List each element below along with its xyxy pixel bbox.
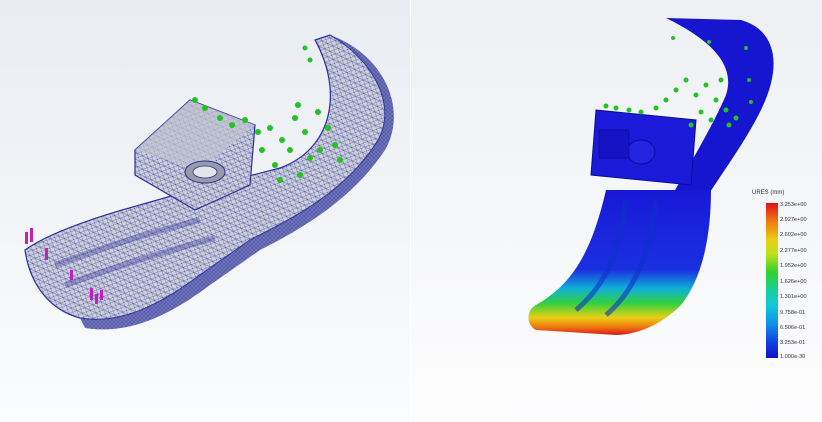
results-viewport[interactable] bbox=[411, 0, 822, 422]
legend-tick: 1.000e-30 bbox=[780, 354, 806, 360]
mounting-hole bbox=[626, 139, 656, 165]
legend-tick: 3.253e-01 bbox=[780, 340, 806, 346]
panel-divider bbox=[410, 0, 411, 422]
legend-tick: 2.602e+00 bbox=[780, 232, 807, 238]
legend-tick: 2.277e+00 bbox=[780, 248, 807, 254]
legend-tick: 3.253e+00 bbox=[780, 202, 807, 208]
rib bbox=[63, 235, 216, 288]
legend-tick: 9.758e-01 bbox=[780, 310, 806, 316]
meshed-bracket-model bbox=[24, 34, 394, 330]
legend-tick: 2.927e+00 bbox=[780, 217, 807, 223]
displacement-plot-model bbox=[528, 18, 774, 335]
hook-wall bbox=[661, 18, 774, 215]
rib bbox=[53, 217, 201, 268]
legend-tick: 1.626e+00 bbox=[780, 279, 807, 285]
fixture-markers bbox=[603, 36, 753, 128]
load-markers bbox=[25, 228, 103, 304]
legend-title: URES (mm) bbox=[752, 190, 785, 196]
mesh-viewport[interactable] bbox=[0, 0, 410, 422]
legend-tick: 6.506e-01 bbox=[780, 325, 806, 331]
fixture-markers bbox=[192, 45, 343, 183]
legend-tick: 1.952e+00 bbox=[780, 263, 807, 269]
hook-arm bbox=[528, 190, 711, 335]
legend-tick: 1.301e+00 bbox=[780, 294, 807, 300]
legend-color-bar bbox=[766, 203, 778, 358]
